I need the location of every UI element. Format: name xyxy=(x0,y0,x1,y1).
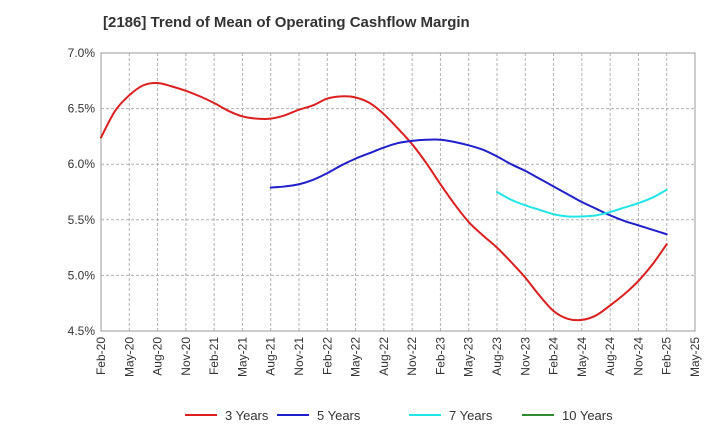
legend-label-3-years: 3 Years xyxy=(225,408,269,423)
legend-label-7-years: 7 Years xyxy=(449,408,493,423)
legend-label-10-years: 10 Years xyxy=(562,408,613,423)
series-line-3-years xyxy=(100,81,668,322)
plot-frame xyxy=(100,52,696,332)
x-tick-label: Aug-23 xyxy=(490,337,504,376)
series-layer xyxy=(100,81,668,322)
x-tick-label: Feb-21 xyxy=(207,337,221,375)
x-tick-label: Feb-20 xyxy=(94,337,108,375)
x-tick-label: Feb-24 xyxy=(547,337,561,375)
x-tick-label: May-20 xyxy=(122,337,136,377)
axis-layer: 7.0% 6.5% 6.0% 5.5% 5.0% 4.5%Feb-20 May-20 Aug-… xyxy=(68,46,702,377)
x-tick-label: Nov-21 xyxy=(292,337,306,376)
x-tick-label: May-22 xyxy=(349,337,363,377)
x-tick-label: Aug-22 xyxy=(377,337,391,376)
x-tick-label: May-21 xyxy=(235,337,249,377)
y-tick-label: 6.5% xyxy=(68,102,96,116)
x-tick-label: Feb-22 xyxy=(320,337,334,375)
x-tick-label: Aug-24 xyxy=(603,337,617,376)
x-tick-label: Nov-20 xyxy=(179,337,193,376)
chart-title: [2186] Trend of Mean of Operating Cashfl… xyxy=(103,14,470,31)
x-tick-label: May-25 xyxy=(688,337,702,377)
grid-layer xyxy=(100,52,696,332)
legend: 3 Years 5 Years 7 Years 10 Years xyxy=(185,408,613,423)
series-line-7-years xyxy=(496,188,668,218)
y-tick-label: 6.0% xyxy=(68,157,96,171)
x-tick-label: Nov-22 xyxy=(405,337,419,376)
x-tick-label: May-23 xyxy=(462,337,476,377)
x-tick-label: Aug-20 xyxy=(151,337,165,376)
legend-label-5-years: 5 Years xyxy=(317,408,361,423)
x-tick-label: Nov-23 xyxy=(518,337,532,376)
x-tick-label: May-24 xyxy=(575,337,589,377)
x-tick-label: Aug-21 xyxy=(264,337,278,376)
y-tick-label: 7.0% xyxy=(68,46,96,60)
y-tick-label: 5.0% xyxy=(68,268,96,282)
x-tick-label: Feb-23 xyxy=(433,337,447,375)
y-tick-label: 4.5% xyxy=(68,324,96,338)
series-line-5-years xyxy=(269,138,668,236)
y-tick-label: 5.5% xyxy=(68,213,96,227)
x-tick-label: Nov-24 xyxy=(631,337,645,376)
x-tick-label: Feb-25 xyxy=(660,337,674,375)
